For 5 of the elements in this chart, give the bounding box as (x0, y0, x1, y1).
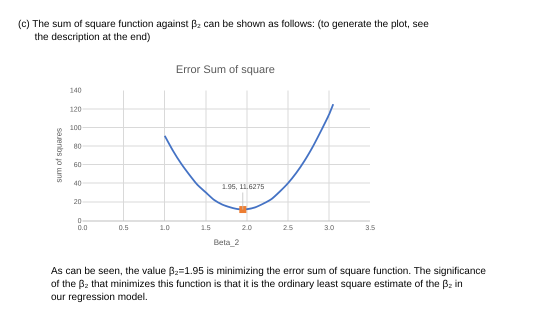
text: (c) The sum of square function against β₂ can be shown as follows: (to generate the plot, see the description at the end) (18, 19, 430, 43)
text: As can be seen, the value β₂=1.95 is minimizing the error sum of square function. The significance of the β₂ that minimizes this function is that it is the ordinary least square estimate of the β₂ in our regression model. (51, 266, 486, 303)
chart-title: Error Sum of square (176, 64, 275, 76)
y-axis-title: sum of squares (54, 128, 64, 183)
x-axis-title: Beta_2 (214, 238, 240, 247)
